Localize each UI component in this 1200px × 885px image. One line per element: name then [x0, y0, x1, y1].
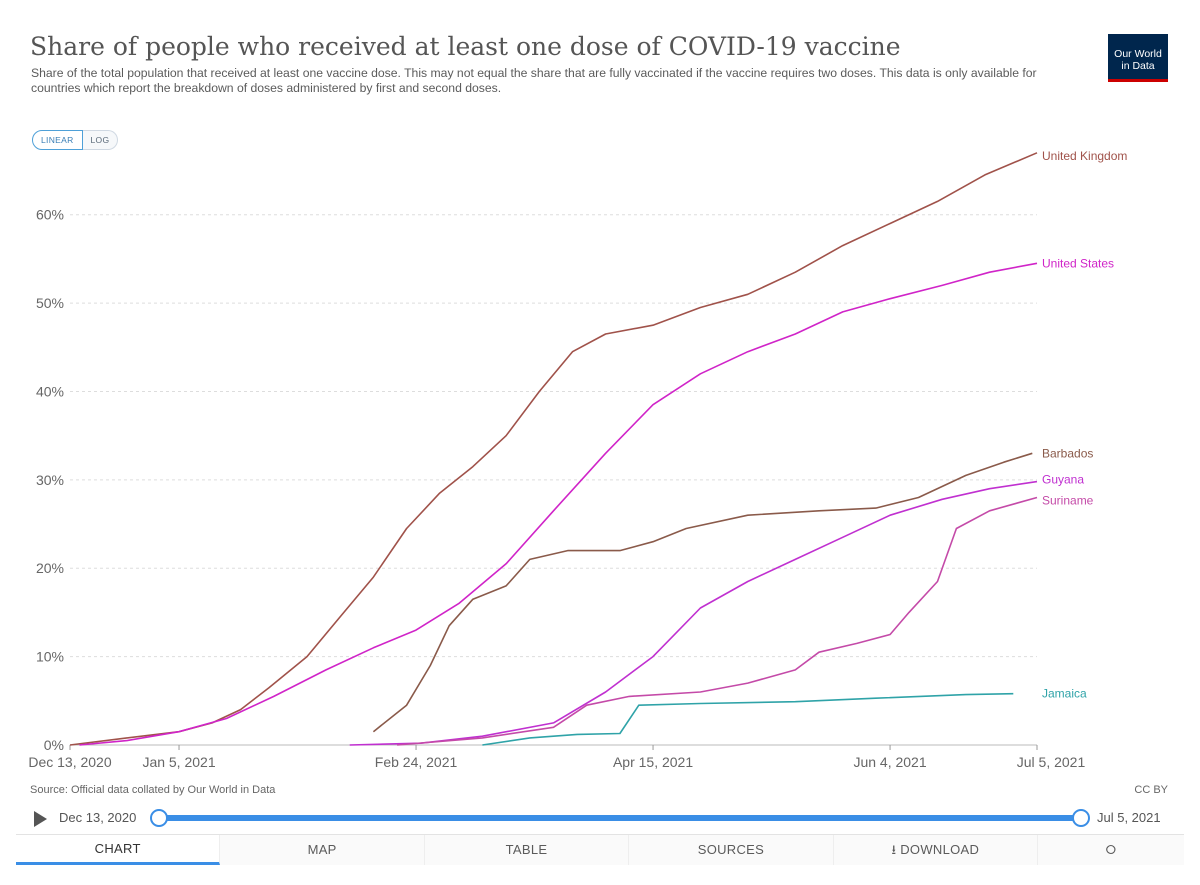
share-icon: ⭘	[1105, 842, 1117, 857]
series-line	[79, 262, 1038, 746]
logo-line-2: in Data	[1121, 60, 1155, 72]
scale-log-button[interactable]: LOG	[82, 130, 119, 150]
source-note: Source: Official data collated by Our Wo…	[30, 784, 276, 796]
series-label: Suriname	[1042, 494, 1094, 508]
x-tick-label: Jan 5, 2021	[142, 754, 215, 770]
logo-line-1: Our World	[1114, 48, 1162, 60]
tab-map[interactable]: MAP	[220, 835, 425, 865]
download-icon: ⭳	[891, 842, 897, 857]
timeline-track[interactable]	[159, 815, 1081, 821]
series-label: Guyana	[1042, 473, 1084, 487]
chart-subtitle: Share of the total population that recei…	[31, 66, 1037, 95]
series-label: United Kingdom	[1042, 149, 1127, 163]
tab-bar: CHART MAP TABLE SOURCES ⭳ DOWNLOAD ⭘	[16, 834, 1185, 865]
tab-download[interactable]: ⭳ DOWNLOAD	[833, 835, 1039, 865]
x-tick-label: Apr 15, 2021	[613, 754, 693, 770]
series-label: Barbados	[1042, 446, 1093, 460]
tab-table[interactable]: TABLE	[424, 835, 630, 865]
timeline-start-label: Dec 13, 2020	[59, 810, 137, 825]
scale-toggle: LINEAR LOG	[32, 130, 119, 150]
y-tick-label: 30%	[36, 472, 64, 488]
series-line	[482, 692, 1014, 746]
chart-frame: Share of people who received at least on…	[16, 16, 1185, 869]
timeline-end-handle[interactable]	[1072, 809, 1090, 827]
y-tick-label: 60%	[36, 207, 64, 223]
x-tick-label: Jul 5, 2021	[1017, 754, 1086, 770]
timeline: Dec 13, 2020 Jul 5, 2021	[16, 806, 1184, 832]
y-tick-label: 40%	[36, 383, 64, 399]
series-label: Jamaica	[1042, 687, 1087, 701]
x-tick-label: Jun 4, 2021	[853, 754, 926, 770]
chart-title: Share of people who received at least on…	[30, 32, 901, 61]
play-icon[interactable]	[34, 811, 47, 827]
series-label: United States	[1042, 256, 1114, 270]
line-chart: 0% 10% 20% 30% 40% 50% 60% Dec 13, 2020 Jan 5, 2…	[28, 149, 1127, 770]
tab-share[interactable]: ⭘	[1038, 835, 1185, 865]
series-line	[69, 152, 1038, 746]
tab-sources[interactable]: SOURCES	[629, 835, 834, 865]
license-label[interactable]: CC BY	[1134, 784, 1168, 796]
y-tick-label: 0%	[44, 737, 64, 753]
x-tick-label: Feb 24, 2021	[375, 754, 458, 770]
y-tick-label: 20%	[36, 560, 64, 576]
y-tick-label: 10%	[36, 649, 64, 665]
x-tick-label: Dec 13, 2020	[28, 754, 111, 770]
tab-chart[interactable]: CHART	[16, 835, 221, 865]
series-line	[397, 496, 1038, 746]
timeline-end-label: Jul 5, 2021	[1097, 810, 1161, 825]
series-line	[349, 480, 1038, 746]
owid-logo[interactable]: Our World in Data	[1108, 34, 1168, 82]
download-label: DOWNLOAD	[900, 842, 980, 857]
series-line	[372, 452, 1033, 733]
y-tick-label: 50%	[36, 295, 64, 311]
timeline-start-handle[interactable]	[150, 809, 168, 827]
scale-linear-button[interactable]: LINEAR	[32, 130, 83, 150]
